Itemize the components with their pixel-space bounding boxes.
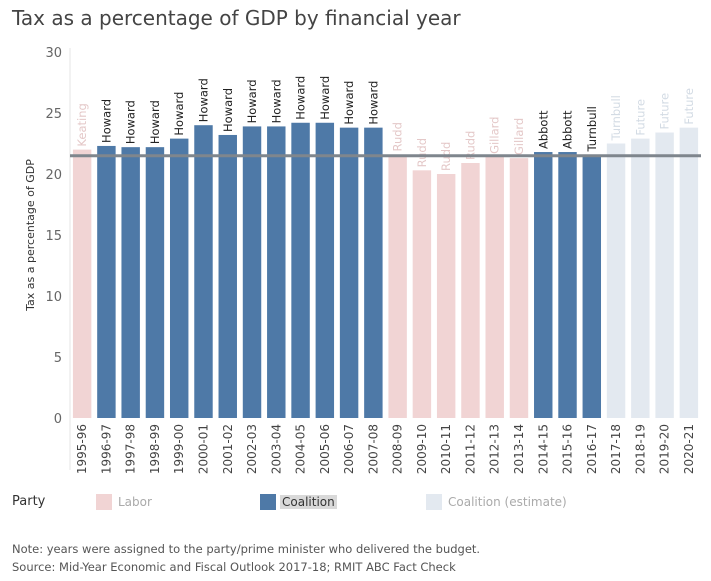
x-tick-label: 2008-09 [391,424,405,474]
bar-label: Abbott [561,110,575,149]
bar [534,152,553,419]
bar-label: Howard [221,88,235,132]
bar [194,125,213,418]
bar-label: Howard [245,79,259,123]
bar [72,149,92,418]
bar-label: Howard [99,99,113,143]
x-tick-label: 1999-00 [172,424,186,474]
bar-label: Howard [318,76,332,120]
legend-label-labor: Labor [118,495,152,509]
bar [218,134,237,418]
x-tick-label: 2013-14 [512,424,526,474]
y-axis-label: Tax as a percentage of GDP [24,159,37,312]
bar [461,163,480,418]
bar-label: Future [682,88,696,125]
bar-label: Future [633,99,647,136]
x-tick-label: 1995-96 [75,424,89,474]
y-tick-label: 15 [45,229,62,244]
x-tick-label: 2009-10 [415,424,429,474]
legend-swatch-labor [96,494,112,510]
bar [339,127,359,418]
bar-label: Howard [366,81,380,125]
bar [267,126,286,419]
y-tick-label: 20 [45,168,62,183]
x-tick-label: 2007-08 [366,424,380,474]
x-tick-label: 2020-21 [682,424,696,474]
x-tick-label: 2018-19 [633,424,647,474]
bar-label: Howard [172,92,186,136]
x-tick-label: 2002-03 [245,424,259,474]
x-tick-label: 2004-05 [294,424,308,474]
bar [582,154,602,419]
x-tick-label: 2001-02 [221,424,235,474]
bar-label: Howard [148,100,162,144]
bar-label: Turnbull [585,106,599,152]
x-tick-label: 1996-97 [99,424,113,474]
y-tick-label: 5 [54,351,62,366]
bar [436,174,456,418]
bar [364,127,383,418]
x-tick-label: 2011-12 [463,424,477,474]
legend-title: Party [12,494,46,509]
legend-swatch-coalition-estimate [426,494,442,510]
bar [121,147,140,418]
bar-label: Howard [124,100,138,144]
legend-label-coalition-estimate: Coalition (estimate) [448,495,567,509]
bar-label: Howard [196,78,210,122]
bar [631,138,650,418]
bar [655,132,674,418]
x-tick-label: 2017-18 [609,424,623,474]
bar-label: Turnbull [609,95,623,141]
x-tick-label: 2003-04 [269,424,283,474]
y-tick-label: 30 [45,46,62,61]
x-tick-label: 2005-06 [318,424,332,474]
bar-label: Keating [75,103,89,146]
bar-label: Rudd [463,131,477,160]
x-tick-label: 2014-15 [536,424,550,474]
bar-label: Rudd [415,138,429,167]
bar-label: Howard [294,76,308,120]
bar-label: Howard [269,79,283,123]
x-tick-label: 1997-98 [124,424,138,474]
legend-swatch-coalition [260,494,276,510]
x-tick-label: 2015-16 [561,424,575,474]
bar-label: Future [658,93,672,130]
x-tick-label: 2010-11 [439,424,453,474]
legend: Party Labor Coalition Coalition (estimat… [12,492,702,514]
legend-label-coalition: Coalition [280,495,337,509]
bar [145,147,165,418]
bar [169,138,189,418]
bar [509,158,529,418]
bar-label: Gillard [512,118,526,155]
bar [679,127,699,418]
x-tick-label: 2006-07 [342,424,356,474]
y-tick-label: 10 [45,290,62,305]
bar-label: Gillard [488,117,502,154]
y-tick-label: 0 [54,412,62,427]
bar [97,145,116,418]
footnote: Note: years were assigned to the party/p… [12,542,481,556]
bar-label: Rudd [391,122,405,151]
x-tick-label: 1998-99 [148,424,162,474]
bar [485,156,504,419]
x-tick-label: 2000-01 [196,424,210,474]
bar-label: Howard [342,81,356,125]
bar-label: Abbott [536,110,550,149]
bar [242,126,262,419]
source-note: Source: Mid-Year Economic and Fiscal Out… [12,560,456,574]
x-tick-label: 2012-13 [488,424,502,474]
bar [315,122,335,418]
x-tick-label: 2019-20 [658,424,672,474]
bar [606,143,626,418]
x-tick-label: 2016-17 [585,424,599,474]
bar [412,170,432,418]
chart-title: Tax as a percentage of GDP by financial … [12,6,461,30]
bar [558,152,577,419]
y-tick-label: 25 [45,107,62,122]
bar [388,154,407,419]
bar-chart: Tax as a percentage of GDP 0 5 10 15 20 25 30 Ke… [24,46,701,474]
bar [291,122,310,418]
